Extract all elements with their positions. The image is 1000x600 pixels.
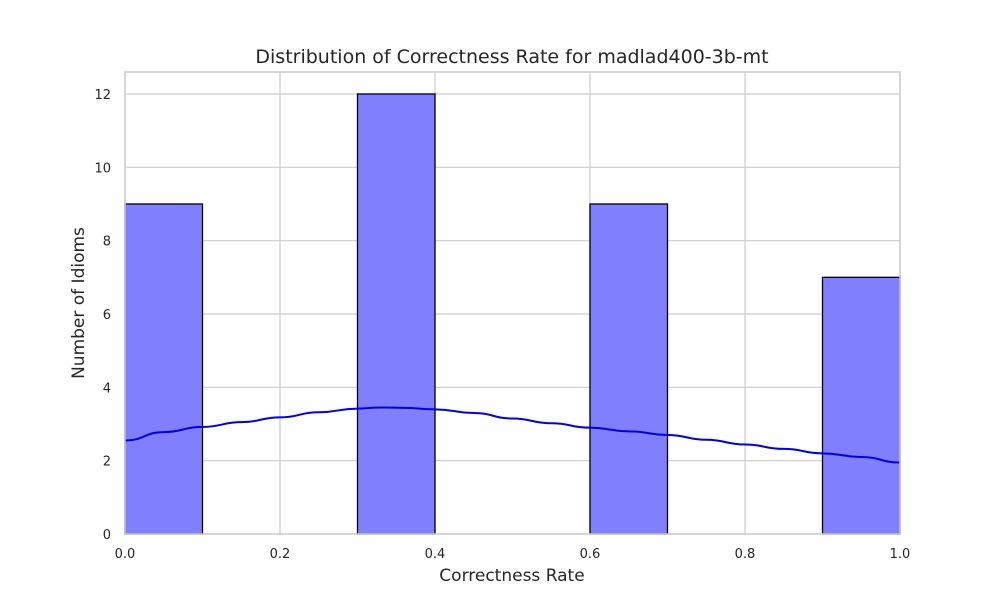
chart-title: Distribution of Correctness Rate for mad… <box>255 46 768 68</box>
histogram-bar <box>589 203 669 535</box>
y-tick-label: 8 <box>103 235 111 250</box>
x-tick-label: 0.6 <box>580 547 601 562</box>
y-tick-label: 2 <box>103 455 111 470</box>
histogram-bar <box>821 276 901 535</box>
y-tick-label: 12 <box>94 88 111 103</box>
x-axis-ticks: 0.0 0.2 0.4 0.6 0.8 1.0 <box>115 547 911 562</box>
y-tick-label: 0 <box>103 528 111 543</box>
y-tick-label: 10 <box>94 161 111 176</box>
y-axis-label: Number of Idioms <box>69 227 89 379</box>
x-tick-label: 0.0 <box>115 547 136 562</box>
y-axis-ticks: 0 2 4 6 8 10 12 <box>94 88 111 543</box>
kde-curve <box>124 406 901 464</box>
histogram-bar <box>124 203 204 535</box>
histogram-bars <box>124 93 901 535</box>
plot-frame <box>124 71 901 535</box>
y-tick-label: 6 <box>103 308 111 323</box>
x-tick-label: 1.0 <box>890 547 911 562</box>
x-axis-label: Correctness Rate <box>439 566 584 586</box>
x-tick-label: 0.8 <box>735 547 756 562</box>
y-tick-label: 4 <box>103 381 111 396</box>
histogram-bar <box>356 93 436 535</box>
x-tick-label: 0.4 <box>425 547 446 562</box>
grid-lines <box>124 72 901 535</box>
x-tick-label: 0.2 <box>270 547 291 562</box>
